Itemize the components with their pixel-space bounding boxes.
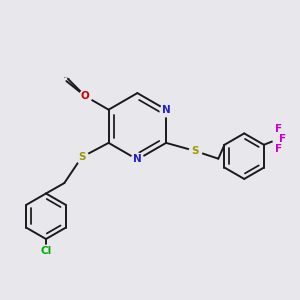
Text: F: F	[279, 134, 286, 144]
Text: S: S	[191, 146, 198, 156]
Text: O: O	[81, 91, 90, 101]
Text: F: F	[275, 144, 282, 154]
Text: F: F	[275, 124, 282, 134]
Text: methyl: methyl	[64, 77, 69, 78]
Text: N: N	[162, 105, 170, 115]
Text: S: S	[78, 152, 85, 162]
Text: OCH₃: OCH₃	[68, 78, 72, 79]
Text: N: N	[133, 154, 142, 164]
Text: Cl: Cl	[40, 246, 52, 256]
